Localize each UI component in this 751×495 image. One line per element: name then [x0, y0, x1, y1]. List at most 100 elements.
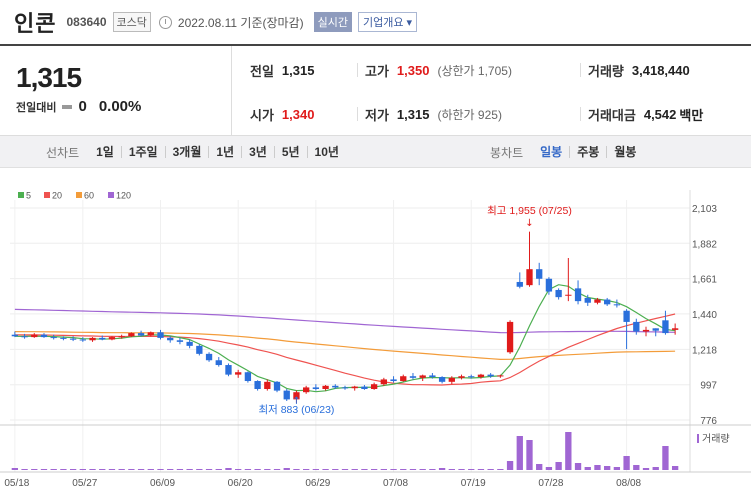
- x-tick-label: 06/20: [228, 478, 253, 489]
- period-line-2[interactable]: 3개월: [164, 146, 209, 158]
- candle-body: [99, 337, 106, 340]
- volume-bar: [545, 467, 553, 470]
- candle-body: [565, 294, 572, 296]
- candle-body: [555, 289, 562, 298]
- volume-bar: [205, 469, 213, 470]
- volume-bar: [662, 446, 669, 470]
- volume-label: 거래량: [588, 64, 624, 79]
- period-line-0[interactable]: 1일: [96, 145, 114, 159]
- legend-swatch-20: [44, 192, 50, 198]
- period-line-1[interactable]: 1주일: [120, 146, 165, 158]
- period-line-4[interactable]: 3년: [241, 146, 274, 158]
- volume-bar: [322, 469, 329, 470]
- x-tick-label: 07/28: [538, 478, 563, 489]
- volume-bar: [118, 469, 125, 470]
- volume-bar: [487, 469, 494, 470]
- volume-bar: [516, 436, 523, 470]
- open-label: 시가: [250, 108, 274, 123]
- volume-bar: [69, 469, 77, 470]
- legend-swatch-5: [18, 192, 24, 198]
- ma60-line: [14, 331, 676, 361]
- volume-bar: [642, 468, 650, 470]
- volume-legend-swatch: [697, 434, 699, 443]
- candle-body: [283, 390, 290, 400]
- volume-bar: [400, 469, 407, 470]
- period-candle-2[interactable]: 월봉: [606, 146, 643, 158]
- candle-body: [400, 376, 407, 382]
- volume-bar: [167, 469, 174, 470]
- candle-body: [108, 337, 116, 340]
- candle-body: [341, 387, 349, 389]
- volume-bar: [99, 469, 106, 470]
- low-value: 1,315: [396, 107, 430, 122]
- volume-bar: [244, 469, 252, 470]
- divider: [580, 63, 581, 77]
- candle-body: [186, 341, 193, 346]
- volume-bar: [108, 469, 116, 470]
- open-value: 1,340: [281, 107, 315, 122]
- candle-body: [429, 375, 436, 378]
- period-line-6[interactable]: 10년: [306, 146, 346, 158]
- candle-body: [458, 376, 465, 378]
- candle-body: [273, 381, 281, 391]
- price-box: 1,315 전일대비 0 0.00%: [0, 46, 232, 136]
- period-candle-1[interactable]: 주봉: [569, 146, 606, 158]
- stock-code: 083640: [66, 15, 107, 29]
- candle-body: [506, 321, 514, 353]
- volume-bar: [555, 462, 562, 470]
- candle-body: [40, 334, 48, 338]
- candle-body: [264, 381, 271, 390]
- candle-body: [50, 337, 57, 339]
- x-tick-label: 05/18: [4, 478, 29, 489]
- candle-body: [487, 374, 494, 377]
- candle-body: [60, 337, 67, 339]
- volume-bar: [40, 469, 48, 470]
- candle-chart-label: 봉차트: [490, 145, 524, 160]
- volume: 거래량 3,418,440: [588, 61, 690, 80]
- volume-bar: [604, 466, 611, 470]
- company-overview-button[interactable]: 기업개요 ▾: [357, 12, 418, 32]
- x-tick-label: 05/27: [72, 478, 97, 489]
- volume-bar: [215, 469, 222, 470]
- volume-bar: [468, 469, 475, 470]
- candle-body: [312, 387, 320, 390]
- period-candle-0[interactable]: 일봉: [540, 145, 563, 159]
- volume-bar: [332, 469, 339, 470]
- prev-value: 1,315: [281, 63, 315, 78]
- candle-body: [468, 376, 475, 378]
- realtime-button[interactable]: 실시간: [313, 12, 352, 32]
- amount-label: 거래대금: [588, 108, 636, 123]
- down-arrow-icon: ↓: [525, 218, 533, 229]
- period-line-3[interactable]: 1년: [208, 146, 241, 158]
- volume-bar: [11, 468, 19, 470]
- volume-bar: [409, 469, 417, 470]
- quote-panel: 1,315 전일대비 0 0.00% 전일 1,315 고가 1,350 (상한…: [0, 44, 751, 136]
- volume-bar: [89, 469, 96, 470]
- candle-body: [477, 374, 485, 378]
- base-date: 2022.08.11 기준(장마감): [177, 15, 304, 30]
- ma120-line: [14, 308, 676, 334]
- volume-bar: [254, 469, 261, 470]
- stock-chart[interactable]: 5 20 60 120 2,103 1,882 1,661 1,440 1,218 997 776 0…: [0, 180, 751, 495]
- divider: [357, 63, 358, 77]
- candle-body: [526, 269, 533, 286]
- volume-bar: [50, 469, 57, 470]
- volume-bar: [235, 469, 242, 470]
- y-tick-label: 1,661: [692, 275, 717, 286]
- y-tick-label: 1,882: [692, 239, 717, 250]
- legend-swatch-120: [108, 192, 114, 198]
- volume-bar: [419, 469, 426, 470]
- volume-bar: [633, 465, 640, 470]
- volume-bar: [613, 467, 621, 470]
- low-price: 저가 1,315 (하한가 925): [365, 105, 502, 124]
- volume-bar: [390, 469, 397, 470]
- candle-body: [642, 329, 650, 332]
- volume-bar: [370, 469, 378, 470]
- candle-body: [147, 332, 154, 336]
- candle-body: [79, 339, 86, 341]
- period-line-5[interactable]: 5년: [273, 146, 307, 158]
- volume-value: 3,418,440: [631, 63, 690, 78]
- line-chart-periods: 선차트 1일 1주일 3개월 1년 3년 5년 10년: [46, 136, 346, 168]
- up-arrow-icon: ↑: [292, 396, 300, 407]
- volume-bar: [147, 469, 154, 470]
